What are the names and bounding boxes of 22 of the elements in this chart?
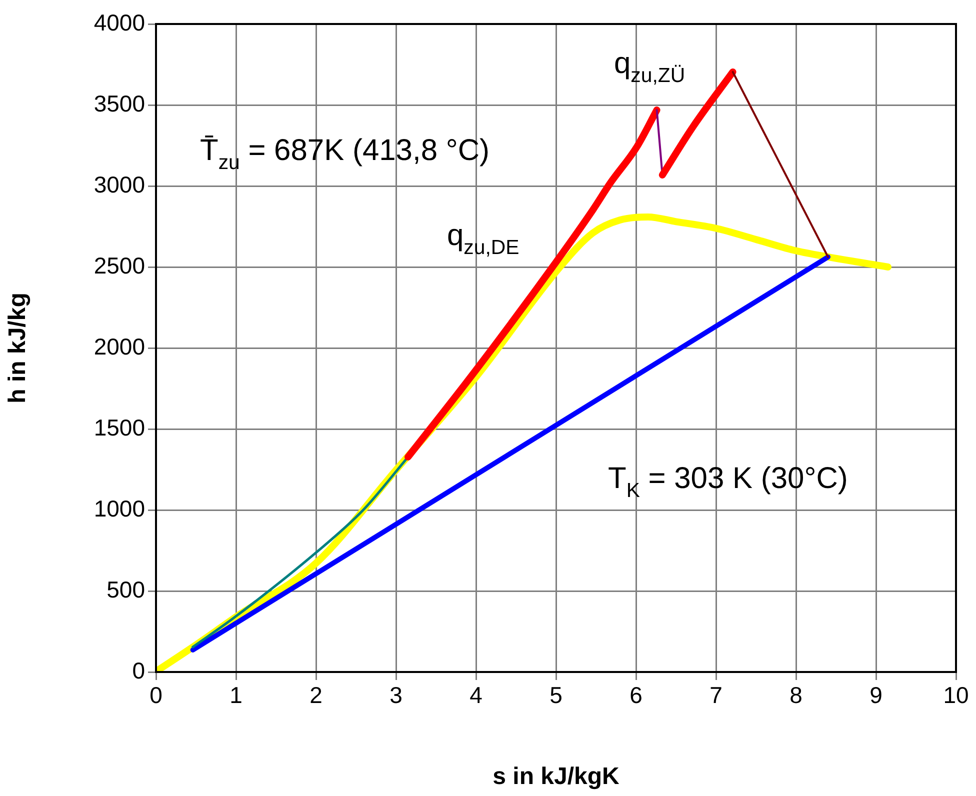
x-tick-label: 6 xyxy=(630,682,642,708)
x-tick-label: 1 xyxy=(230,682,242,708)
y-tick-label: 500 xyxy=(106,576,145,602)
x-tick-label: 10 xyxy=(943,682,969,708)
x-tick-label: 5 xyxy=(550,682,562,708)
x-tick-label: 7 xyxy=(710,682,722,708)
y-tick-label: 3500 xyxy=(94,90,145,116)
y-axis-title: h in kJ/kg xyxy=(4,292,32,404)
x-tick-label: 8 xyxy=(790,682,802,708)
y-tick-label: 4000 xyxy=(94,9,145,36)
x-tick-label: 9 xyxy=(870,682,882,708)
x-tick-label: 0 xyxy=(150,682,162,708)
y-tick-label: 3000 xyxy=(94,171,145,198)
y-tick-label: 1000 xyxy=(94,495,145,522)
y-tick-label: 2500 xyxy=(94,252,145,278)
x-axis-title: s in kJ/kgK xyxy=(492,763,620,790)
y-tick-label: 2000 xyxy=(94,333,145,360)
x-tick-label: 3 xyxy=(390,682,402,708)
y-tick-label: 0 xyxy=(132,657,145,684)
x-tick-label: 2 xyxy=(310,682,322,708)
y-tick-label: 1500 xyxy=(94,414,145,440)
x-tick-label: 4 xyxy=(470,682,483,708)
